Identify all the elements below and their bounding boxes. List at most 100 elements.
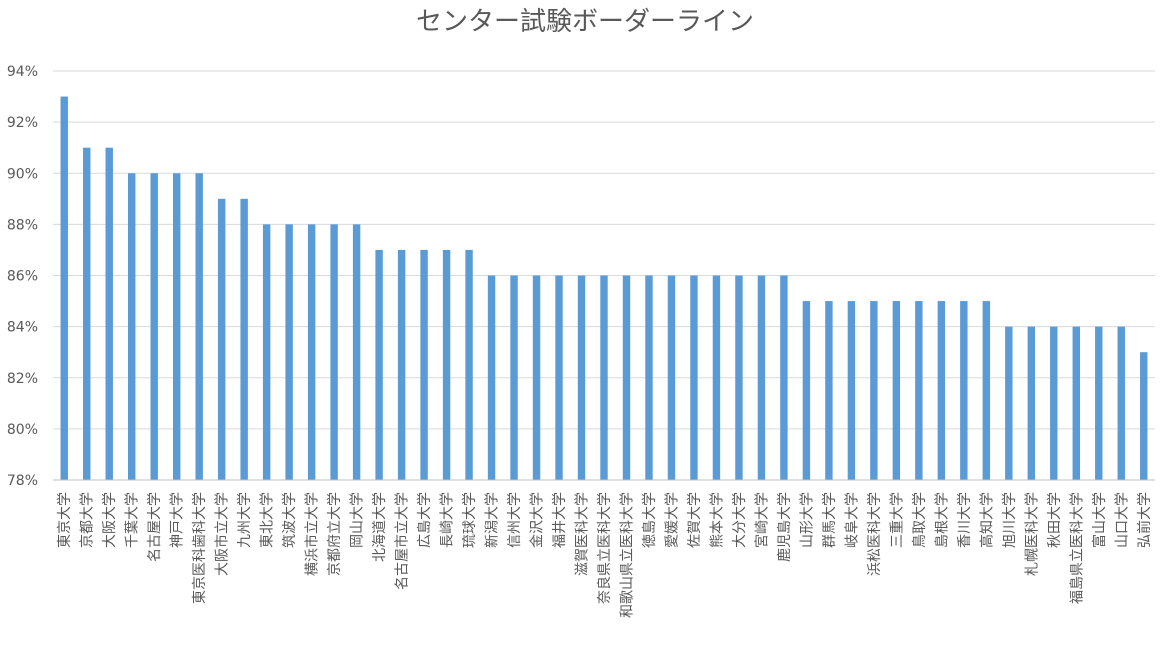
bar	[577, 275, 586, 480]
x-tick-label: 浜松医科大学	[867, 492, 883, 576]
x-tick-label: 北海道大学	[372, 492, 388, 562]
bar	[600, 275, 608, 480]
bar	[825, 301, 833, 480]
x-tick-label: 神戸大学	[170, 492, 186, 548]
x-tick-label: 広島大学	[417, 492, 433, 548]
bar	[195, 173, 203, 480]
bar	[780, 275, 788, 480]
x-tick-label: 富山大学	[1091, 492, 1108, 548]
x-tick-label: 京都府立大学	[327, 492, 343, 576]
bar	[690, 275, 698, 480]
x-tick-label: 山口大学	[1114, 492, 1130, 548]
y-tick-label: 92%	[7, 115, 38, 131]
x-tick-label: 長崎大学	[440, 492, 456, 548]
bar	[802, 301, 811, 480]
x-tick-label: 大分大学	[732, 492, 748, 548]
bar	[735, 275, 743, 480]
bar	[83, 147, 91, 480]
bar	[397, 249, 406, 480]
x-tick-label: 佐賀大学	[687, 492, 703, 548]
bar	[285, 224, 293, 480]
bar	[757, 275, 766, 480]
bar	[1027, 326, 1036, 480]
x-tick-label: 鹿児島大学	[776, 492, 793, 562]
bar	[555, 275, 563, 480]
x-tick-label: 横浜市立大学	[304, 492, 321, 576]
x-axis-ticks: 東京大学 京都大学 大阪大学 千葉大学 名古屋大学 神戸大学 東京医科歯科大学 大阪市立大学九…	[57, 492, 1153, 618]
bar	[1050, 326, 1058, 480]
bar	[330, 224, 338, 480]
bar	[1117, 326, 1125, 480]
x-tick-label: 高知大学	[978, 492, 995, 548]
bars	[60, 96, 1148, 480]
bar	[262, 224, 271, 480]
x-tick-label: 山形大学	[799, 492, 815, 548]
x-tick-label: 東京大学	[57, 492, 73, 548]
x-tick-label: 筑波大学	[282, 492, 298, 548]
bar	[532, 275, 541, 480]
x-tick-label: 岡山大学	[350, 492, 366, 548]
bar	[667, 275, 676, 480]
bar	[442, 249, 451, 480]
bar	[915, 301, 923, 480]
bar	[487, 275, 496, 480]
y-tick-label: 80%	[7, 422, 38, 438]
x-tick-label: 名古屋市立大学	[394, 492, 411, 590]
bar	[465, 249, 473, 480]
x-tick-label: 和歌山県立医科大学	[619, 492, 635, 618]
x-tick-label: 信州大学	[507, 492, 523, 548]
x-tick-label: 福井大学	[552, 492, 568, 548]
chart-title: センター試験ボーダーライン	[416, 7, 754, 37]
bar	[622, 275, 631, 480]
bar	[352, 224, 361, 480]
y-tick-label: 90%	[7, 166, 38, 182]
bar	[217, 198, 226, 480]
x-tick-label: 大阪大学	[102, 492, 118, 548]
bar	[240, 198, 248, 480]
bar	[150, 173, 158, 480]
x-tick-label: 岐阜大学	[843, 492, 860, 548]
bar	[1072, 326, 1080, 480]
bar	[645, 275, 653, 480]
bar	[1005, 326, 1013, 480]
bar	[847, 301, 856, 480]
x-tick-label: 京都大学	[80, 492, 96, 548]
x-tick-label: 千葉大学	[125, 492, 141, 548]
bar	[870, 301, 878, 480]
bar	[172, 173, 181, 480]
bar	[960, 301, 968, 480]
bar	[937, 301, 946, 480]
y-tick-label: 94%	[7, 64, 38, 80]
y-tick-label: 82%	[7, 371, 38, 387]
bar	[420, 249, 428, 480]
bar	[60, 96, 68, 480]
bar	[128, 173, 136, 480]
x-tick-label: 琉球大学	[462, 492, 478, 548]
x-tick-label: 熊本大学	[709, 492, 725, 548]
x-tick-label: 福島県立医科大学	[1069, 492, 1085, 604]
x-tick-label: 東北大学	[260, 492, 276, 548]
x-tick-label: 滋賀医科大学	[575, 492, 591, 576]
bar	[307, 224, 316, 480]
x-tick-label: 徳島大学	[642, 492, 658, 548]
x-tick-label: 香川大学	[957, 492, 973, 548]
x-tick-label: 鳥取大学	[912, 492, 928, 548]
bar	[105, 147, 113, 480]
x-tick-label: 大阪市立大学	[214, 492, 231, 576]
bar	[712, 275, 721, 480]
x-tick-label: 新潟大学	[485, 492, 501, 548]
x-tick-label: 九州大学	[237, 492, 253, 548]
bar	[1140, 352, 1148, 480]
x-tick-label: 名古屋大学	[147, 492, 163, 562]
y-tick-label: 88%	[7, 217, 38, 233]
x-tick-label: 愛媛大学	[664, 492, 680, 548]
x-tick-label: 東京医科歯科大学	[192, 492, 208, 604]
x-tick-label: 三重大学	[889, 492, 905, 548]
x-tick-label: 札幌医科大学	[1024, 492, 1040, 576]
x-tick-label: 奈良県立医科大学	[597, 492, 613, 604]
x-tick-label: 秋田大学	[1047, 492, 1063, 548]
bar	[375, 249, 383, 480]
x-tick-label: 宮崎大学	[754, 492, 770, 548]
y-axis-ticks: 78% 80% 82% 84% 86% 88% 90% 92% 94%	[7, 64, 38, 489]
